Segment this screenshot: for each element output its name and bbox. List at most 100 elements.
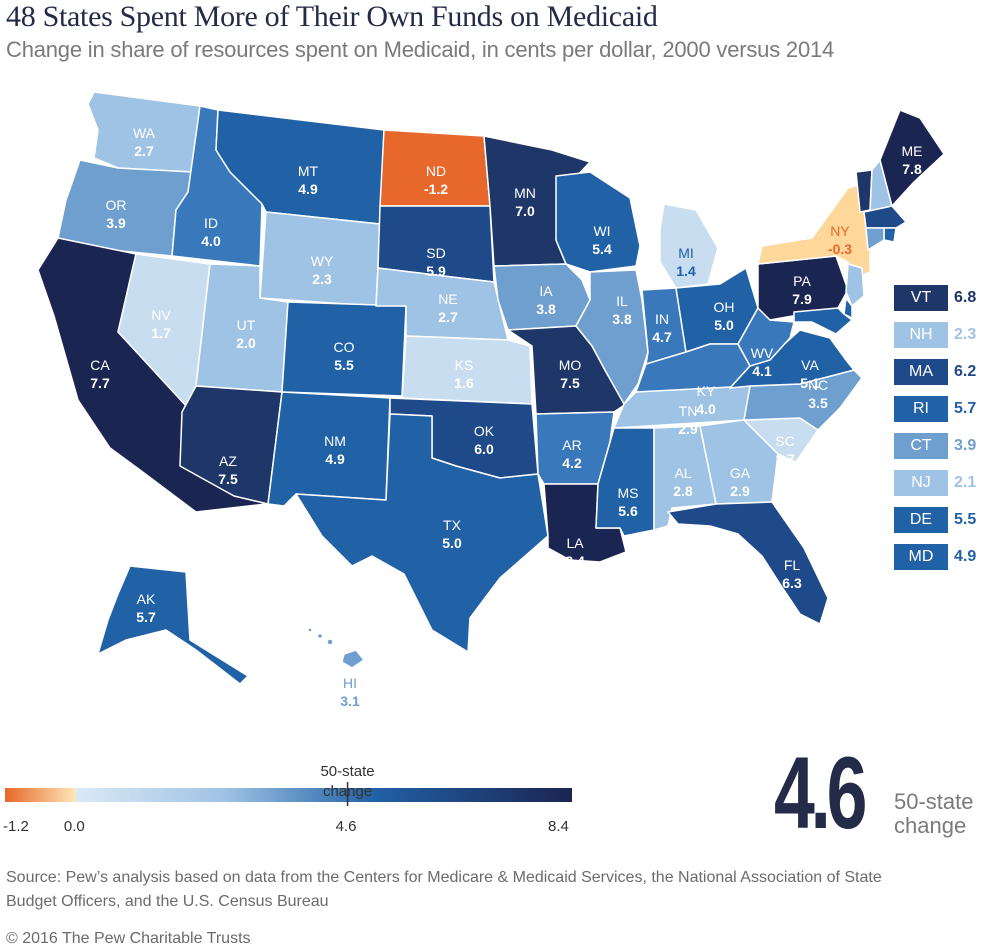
side-state-value: 5.5 [954, 511, 977, 528]
side-state-nh: NH 2.3 [892, 322, 990, 348]
state-code-wy: WY [311, 253, 334, 269]
side-state-code: NH [894, 322, 948, 348]
state-fl [667, 501, 829, 625]
state-code-hi: HI [343, 675, 357, 691]
state-code-ut: UT [237, 317, 256, 333]
state-value-in: 4.7 [652, 329, 672, 345]
side-state-code: RI [894, 396, 948, 422]
state-code-ok: OK [474, 423, 495, 439]
side-state-value: 3.9 [954, 437, 977, 454]
state-value-tx: 5.0 [442, 535, 462, 551]
state-hi-island [326, 638, 334, 646]
state-value-pa: 7.9 [792, 291, 812, 307]
chart-title: 48 States Spent More of Their Own Funds … [6, 0, 658, 33]
side-state-nj: NJ 2.1 [892, 470, 990, 496]
us-map: WA 2.7 OR 3.9 CA 7.7 ID 4.0 NV 1.7 MT 4.9 WY 2.3 UT 2.0… [37, 91, 945, 709]
side-state-value: 2.1 [954, 474, 977, 491]
state-value-wa: 2.7 [134, 143, 154, 159]
side-state-md: MD 4.9 [892, 544, 990, 570]
state-code-va: VA [801, 357, 819, 373]
state-ga [699, 419, 779, 505]
state-value-wy: 2.3 [312, 271, 332, 287]
state-hi-island [307, 627, 313, 633]
state-code-ar: AR [562, 437, 581, 453]
state-tx [295, 413, 549, 653]
state-code-la: LA [566, 535, 584, 551]
state-nm [267, 391, 391, 507]
state-wi [555, 171, 641, 273]
state-code-mn: MN [514, 185, 536, 201]
state-value-ga: 2.9 [730, 483, 750, 499]
state-code-pa: PA [793, 273, 811, 289]
legend-min-label: -1.2 [3, 818, 29, 835]
side-state-ma: MA 6.2 [892, 359, 990, 385]
state-code-wv: WV [751, 345, 774, 361]
state-value-az: 7.5 [218, 471, 238, 487]
state-value-al: 2.8 [673, 483, 693, 499]
state-code-me: ME [902, 143, 923, 159]
state-ct [865, 227, 885, 251]
state-value-ia: 3.8 [536, 301, 556, 317]
state-value-ms: 5.6 [618, 503, 638, 519]
legend-negative-bar [5, 788, 76, 802]
state-code-mi: MI [678, 245, 694, 261]
state-value-tn: 2.9 [678, 421, 698, 437]
state-code-tn: TN [679, 403, 698, 419]
state-code-or: OR [106, 197, 127, 213]
state-value-nd: -1.2 [424, 181, 448, 197]
state-value-nv: 1.7 [151, 325, 171, 341]
state-code-nc: NC [808, 377, 828, 393]
state-ri [883, 227, 897, 243]
state-ak [97, 565, 249, 685]
side-state-ri: RI 5.7 [892, 396, 990, 422]
state-md [793, 307, 853, 335]
state-hi [341, 649, 365, 669]
state-value-wi: 5.4 [592, 241, 612, 257]
state-value-sd: 5.9 [426, 263, 446, 279]
state-code-fl: FL [784, 557, 801, 573]
side-state-code: DE [894, 507, 948, 533]
side-state-de: DE 5.5 [892, 507, 990, 533]
state-value-id: 4.0 [201, 233, 221, 249]
chart-subtitle: Change in share of resources spent on Me… [6, 37, 835, 62]
state-value-ut: 2.0 [236, 335, 256, 351]
state-value-me: 7.8 [902, 161, 922, 177]
legend-mid-label: 4.6 [335, 818, 357, 835]
state-code-ia: IA [539, 283, 553, 299]
side-state-value: 6.2 [954, 363, 977, 380]
state-code-mt: MT [298, 163, 319, 179]
state-code-il: IL [616, 293, 628, 309]
big-number-caption: 50-state change [894, 789, 974, 838]
side-state-code: MA [894, 359, 948, 385]
state-value-ne: 2.7 [438, 309, 458, 325]
state-value-ar: 4.2 [562, 455, 582, 471]
state-hi-island [316, 632, 324, 640]
state-code-ne: NE [438, 291, 457, 307]
state-code-wa: WA [133, 125, 156, 141]
state-code-az: AZ [219, 453, 237, 469]
side-state-code: VT [894, 285, 948, 311]
state-value-ks: 1.6 [454, 375, 474, 391]
source-note: Source: Pew’s analysis based on data fro… [6, 869, 882, 910]
big-number: 4.6 [774, 736, 867, 850]
side-state-value: 5.7 [954, 400, 977, 417]
state-code-ky: KY [697, 383, 716, 399]
state-code-wi: WI [593, 223, 610, 239]
side-state-vt: VT 6.8 [892, 285, 990, 311]
state-code-in: IN [655, 311, 669, 327]
side-state-code: NJ [894, 470, 948, 496]
state-code-nm: NM [324, 433, 346, 449]
state-code-nv: NV [151, 307, 171, 323]
state-code-ny: NY [830, 223, 850, 239]
state-value-ak: 5.7 [136, 609, 156, 625]
state-code-ks: KS [455, 357, 474, 373]
state-value-il: 3.8 [612, 311, 632, 327]
state-value-hi: 3.1 [340, 693, 360, 709]
state-code-oh: OH [714, 299, 735, 315]
state-code-id: ID [204, 215, 218, 231]
state-value-la: 8.4 [565, 553, 585, 569]
state-value-oh: 5.0 [714, 317, 734, 333]
state-value-ok: 6.0 [474, 441, 494, 457]
side-state-code: CT [894, 433, 948, 459]
legend-max-label: 8.4 [548, 818, 569, 835]
